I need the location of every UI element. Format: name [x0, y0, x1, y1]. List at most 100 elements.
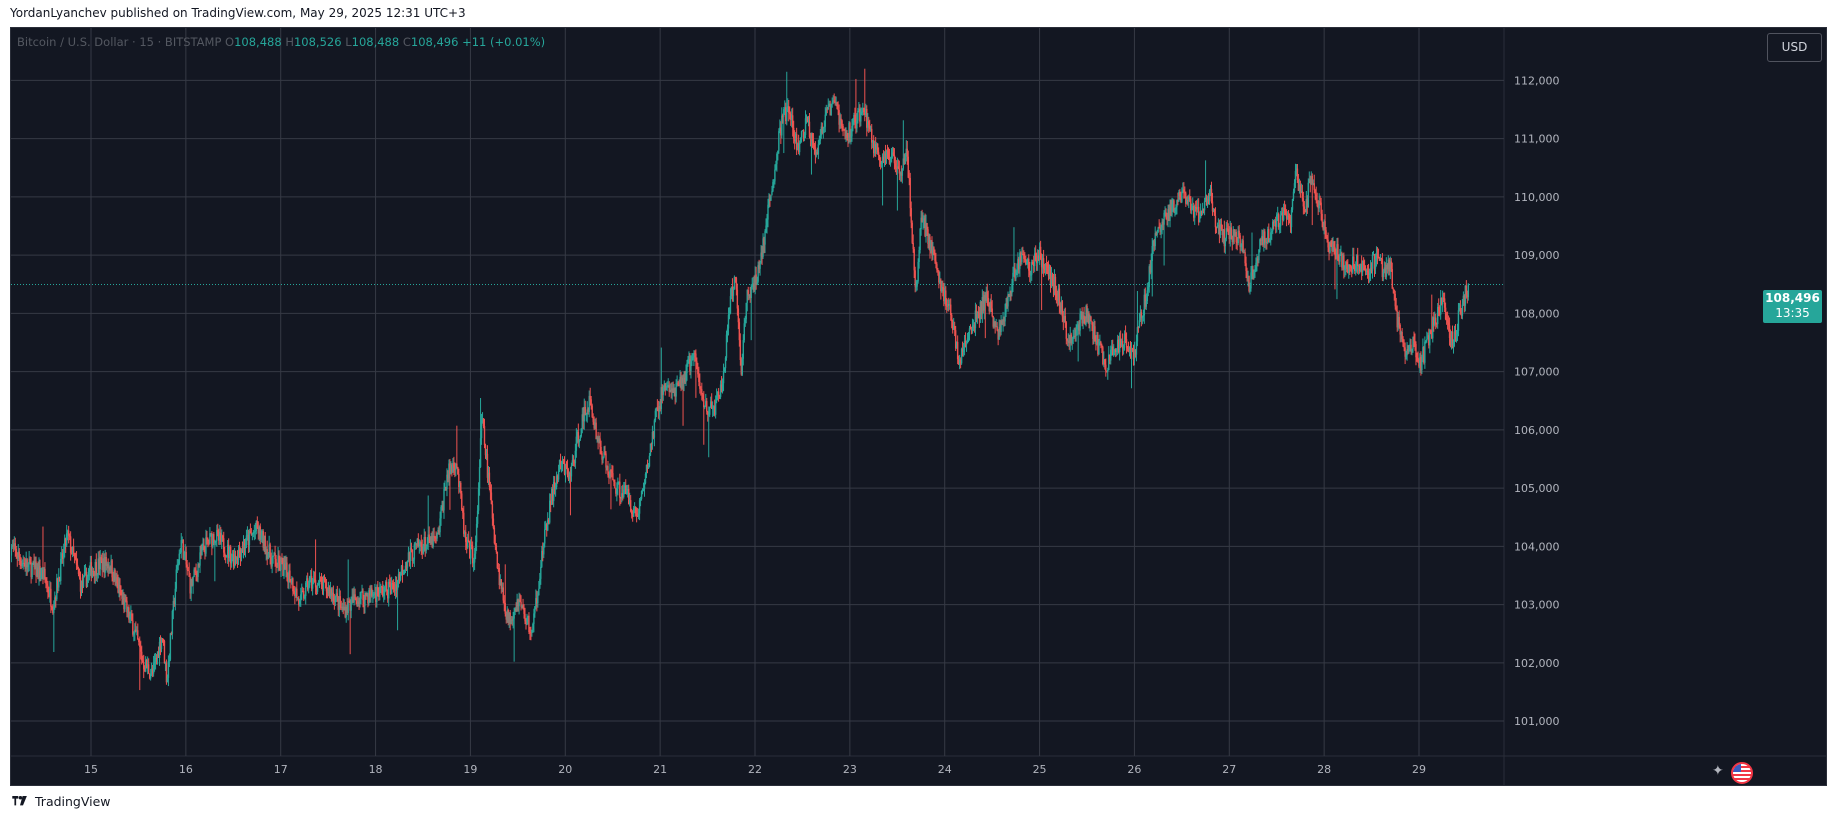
- candle-body: [1261, 236, 1263, 241]
- candle-body: [581, 414, 583, 429]
- candle-body: [1376, 254, 1379, 257]
- candle-body: [1267, 229, 1269, 243]
- candle-body: [1348, 264, 1350, 273]
- price-chart[interactable]: 101,000102,000103,000104,000105,000106,0…: [11, 28, 1826, 785]
- candle-body: [1402, 339, 1404, 347]
- candle-body: [387, 581, 390, 599]
- x-tick-label: 16: [179, 763, 193, 776]
- candle-body: [680, 377, 682, 389]
- candle-body: [1315, 194, 1317, 201]
- candle-body: [1147, 287, 1149, 291]
- candle-body: [31, 564, 33, 578]
- candle-body: [144, 669, 146, 672]
- candle-body: [1006, 302, 1008, 307]
- candle-body: [1451, 331, 1454, 348]
- candle-body: [1256, 258, 1258, 263]
- candle-body: [805, 116, 808, 119]
- candle-body: [1015, 272, 1017, 279]
- currency-button[interactable]: USD: [1767, 33, 1822, 62]
- candle-body: [1291, 199, 1294, 210]
- us-flag-icon[interactable]: [1731, 762, 1753, 784]
- candle-body: [199, 552, 201, 566]
- candle-body: [1271, 230, 1273, 233]
- candle-body: [333, 601, 336, 603]
- candle-body: [1448, 325, 1451, 338]
- candle-body: [1127, 348, 1130, 351]
- candle-body: [789, 112, 791, 115]
- candle-body: [243, 543, 246, 549]
- candle-body: [200, 552, 202, 556]
- candle-body: [539, 578, 541, 589]
- candle-body: [28, 558, 30, 564]
- candle-body: [1350, 266, 1352, 268]
- candle-body: [1337, 244, 1339, 261]
- candle-body: [657, 408, 660, 412]
- y-tick-label: 111,000: [1514, 133, 1560, 146]
- candle-body: [14, 543, 17, 549]
- high-value: 108,526: [293, 35, 342, 49]
- candle-body: [959, 359, 962, 364]
- candle-body: [583, 406, 585, 422]
- candle-body: [204, 549, 206, 554]
- candle-body: [848, 122, 850, 140]
- candle-body: [608, 475, 610, 477]
- candle-body: [147, 664, 150, 674]
- candle-body: [228, 546, 231, 559]
- candle-body: [696, 361, 698, 370]
- rocket-icon[interactable]: ✦: [1712, 763, 1724, 779]
- candle-body: [338, 596, 341, 610]
- candle-body: [692, 357, 694, 359]
- candle-body: [938, 270, 940, 283]
- candle-body: [520, 601, 522, 607]
- candle-body: [403, 569, 406, 571]
- candle-body: [1174, 209, 1176, 212]
- candle-body: [236, 557, 239, 561]
- candle-body: [143, 662, 145, 670]
- x-tick-label: 26: [1127, 763, 1141, 776]
- candle-body: [311, 582, 314, 589]
- candle-body: [325, 582, 328, 592]
- candle-body: [164, 663, 167, 665]
- candle-body: [434, 537, 436, 539]
- candle-body: [1164, 212, 1166, 214]
- candle-body: [1433, 317, 1435, 325]
- chart-area[interactable]: 101,000 102,000 103,000 104,000 105,000 106,0…: [10, 27, 1827, 786]
- candle-body: [507, 610, 509, 623]
- candle-body: [904, 154, 906, 165]
- candle-body: [347, 600, 349, 613]
- candle-body: [1332, 244, 1334, 252]
- candle-body: [504, 602, 506, 614]
- candle-body: [77, 568, 80, 574]
- candle-body: [732, 288, 735, 296]
- candle-body: [1240, 244, 1242, 247]
- candle-body: [474, 542, 477, 554]
- candle-body: [442, 505, 444, 511]
- candle-body: [815, 152, 818, 156]
- candle-body: [1285, 213, 1288, 219]
- candle-body: [1269, 239, 1271, 243]
- candle-body: [882, 156, 885, 163]
- candle-body: [1233, 229, 1235, 236]
- candle-body: [431, 536, 433, 547]
- candle-body: [157, 651, 160, 658]
- candle-body: [973, 325, 976, 329]
- candle-body: [824, 114, 826, 127]
- candle-body: [762, 238, 764, 257]
- candle-body: [366, 595, 368, 597]
- candle-body: [42, 570, 44, 579]
- candle-body: [629, 500, 631, 505]
- candle-body: [1053, 276, 1056, 290]
- candle-body: [1129, 347, 1132, 353]
- candle-body: [68, 535, 71, 537]
- candle-body: [1349, 264, 1351, 267]
- candle-body: [138, 639, 140, 642]
- candle-body: [67, 530, 70, 536]
- candle-body: [845, 134, 847, 137]
- candle-body: [723, 368, 726, 372]
- candle-body: [1238, 230, 1240, 236]
- candle-body: [1356, 255, 1358, 266]
- candle-body: [390, 583, 393, 594]
- candle-body: [1303, 206, 1306, 210]
- candle-body: [466, 541, 468, 548]
- candle-body: [1087, 313, 1089, 319]
